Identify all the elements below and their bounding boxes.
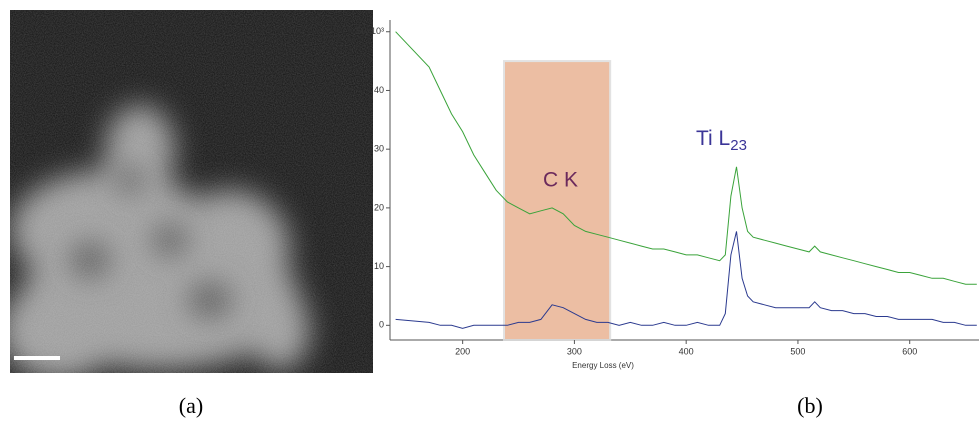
shaded-region bbox=[504, 61, 610, 340]
x-tick-label: 300 bbox=[567, 346, 582, 356]
figure: Energy Loss (eV) (a) (b) 0 10 20 30 40 50x10³… bbox=[0, 0, 979, 436]
x-tick-label: 500 bbox=[790, 346, 805, 356]
series-line bbox=[396, 231, 977, 328]
x-axis-label: Energy Loss (eV) bbox=[572, 361, 634, 370]
annotation: C K bbox=[543, 169, 578, 192]
y-tick-label: 50x10³ bbox=[356, 26, 384, 36]
micrograph bbox=[0, 10, 373, 380]
panel-label: (b) bbox=[797, 393, 823, 418]
y-tick-label: 40 bbox=[374, 85, 384, 95]
y-tick-label: 0 bbox=[379, 320, 384, 330]
x-tick-label: 600 bbox=[902, 346, 917, 356]
y-tick-label: 20 bbox=[374, 202, 384, 212]
annotation-text: Ti L bbox=[696, 127, 730, 150]
x-tick-label: 200 bbox=[455, 346, 470, 356]
y-tick-label: 30 bbox=[374, 144, 384, 154]
annotation: Ti L23 bbox=[696, 127, 747, 154]
y-tick-label: 10 bbox=[374, 261, 384, 271]
series-line bbox=[396, 32, 977, 285]
panel-label: (a) bbox=[179, 393, 203, 418]
annotation-subscript: 23 bbox=[730, 137, 747, 154]
x-tick-label: 400 bbox=[679, 346, 694, 356]
